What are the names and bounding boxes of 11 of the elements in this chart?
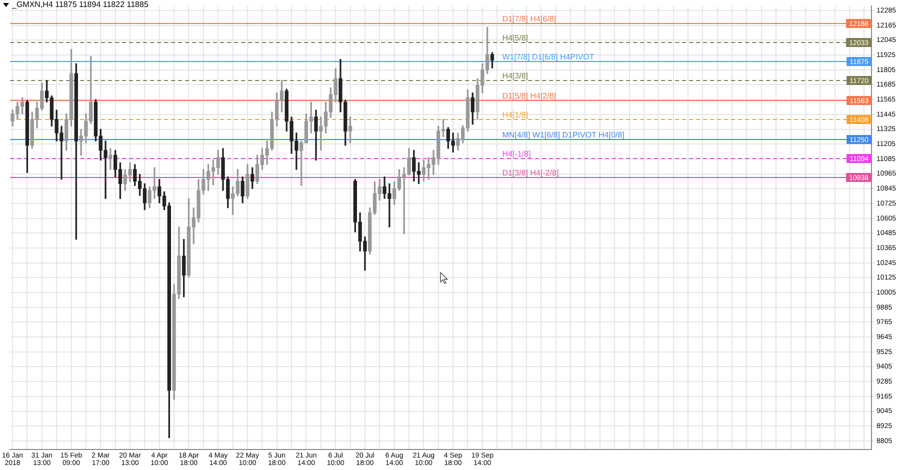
ref-line-label: H4[5/8] [502, 34, 528, 42]
ref-line-label: D1[7/8] H4[6/8] [502, 14, 556, 24]
ref-line-label: H4[3/8] [502, 72, 528, 80]
ref-line-label: H4[-1/8] [502, 150, 531, 158]
ref-line-label: D1[5/8] H4[2/8] [502, 92, 556, 100]
ref-line-label: D1[3/8] H4[-2/8] [502, 168, 559, 178]
ref-line-label: MN[4/8] W1[6/8] D1PIVOT H4[0/8] [502, 130, 624, 140]
ref-line-label: H4[1/8] [502, 110, 528, 120]
chart-title: _GMXN,H4 11875 11894 11822 11885 [12, 0, 148, 10]
ref-line-label: W1[7/8] D1[6/8] H4PIVOT [502, 52, 594, 62]
candlestick [108, 148, 112, 170]
